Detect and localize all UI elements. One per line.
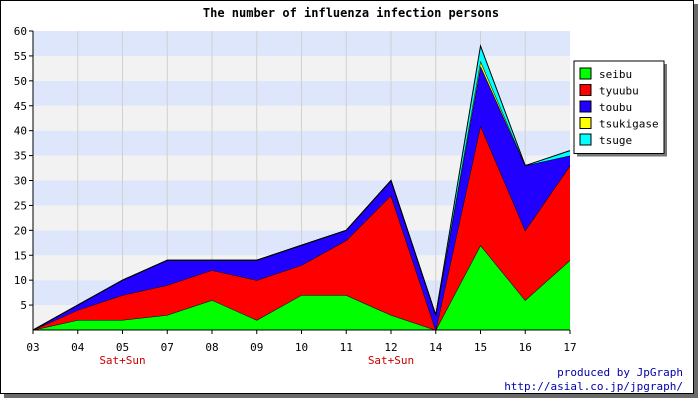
y-tick-label: 10 [14, 274, 27, 287]
legend-swatch-toubu [579, 100, 592, 113]
x-tick-label: 09 [250, 341, 263, 354]
chart-frame: 03 04 05 07 08 09 10 11 12 14 15 16 17 5 10 15 20 25 30 35… [0, 0, 694, 394]
chart: 03 04 05 07 08 09 10 11 12 14 15 16 17 5 10 15 20 25 30 35… [14, 6, 667, 367]
legend-swatch-tsuge [579, 133, 592, 146]
legend-label-seibu: seibu [599, 68, 632, 81]
x-tick-label: 15 [474, 341, 487, 354]
x-tick-label: 16 [519, 341, 532, 354]
y-tick-label: 20 [14, 224, 27, 237]
x-tick-label: 08 [205, 341, 218, 354]
y-tick-label: 30 [14, 175, 27, 188]
y-tick-label: 40 [14, 125, 27, 138]
credit-line-1: produced by JpGraph [557, 366, 683, 379]
y-tick-label: 60 [14, 25, 27, 38]
y-tick-label: 45 [14, 100, 27, 113]
area-series [32, 44, 571, 332]
x-tick-label: 10 [295, 341, 308, 354]
y-tick-label: 50 [14, 75, 27, 88]
x-tick-label: 04 [71, 341, 85, 354]
annotation-label: Sat+Sun [99, 354, 145, 367]
y-tick-label: 25 [14, 199, 27, 212]
legend-label-tyuubu: tyuubu [599, 85, 639, 98]
x-tick-label: 14 [429, 341, 443, 354]
legend-swatch-tsukigase [579, 117, 592, 129]
area-seibu [33, 245, 570, 330]
x-tick-label: 05 [116, 341, 129, 354]
legend-swatch-tyuubu [579, 84, 592, 96]
x-tick-label: 12 [384, 341, 397, 354]
legend-label-toubu: toubu [599, 101, 632, 114]
x-tick-label: 17 [563, 341, 576, 354]
x-tick-label: 07 [161, 341, 174, 354]
y-tick-label: 15 [14, 249, 27, 262]
area-toubu [33, 65, 570, 330]
area-outline-tsuge [32, 44, 571, 331]
y-tick-label: 35 [14, 150, 27, 163]
x-tick-label: 03 [26, 341, 39, 354]
legend-swatch-seibu [579, 67, 592, 80]
y-tick-label: 5 [20, 299, 27, 312]
chart-title: The number of influenza infection person… [203, 6, 499, 20]
credit-line-2[interactable]: http://asial.co.jp/jpgraph/ [504, 380, 683, 393]
x-tick-label: 11 [340, 341, 353, 354]
annotation-label: Sat+Sun [368, 354, 414, 367]
y-tick-label: 55 [14, 50, 27, 63]
legend-label-tsukigase: tsukigase [599, 118, 659, 131]
annotations: Sat+Sun Sat+Sun [99, 354, 414, 367]
y-tick-labels: 5 10 15 20 25 30 35 40 45 50 55 60 [14, 25, 33, 312]
area-tyuubu [33, 125, 570, 331]
legend-label-tsuge: tsuge [599, 134, 632, 147]
x-tick-labels: 03 04 05 07 08 09 10 11 12 14 15 16 17 [26, 330, 577, 354]
legend: seibu tyuubu toubu tsukigase tsuge [573, 60, 667, 157]
